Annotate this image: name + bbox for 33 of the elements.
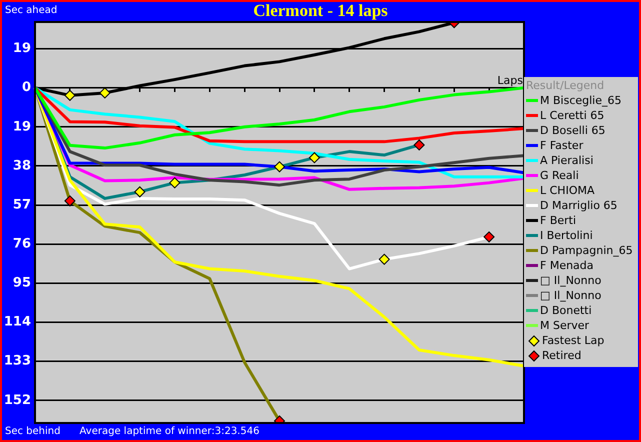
x-axis-title: Laps (497, 74, 524, 88)
legend-label: F Faster (540, 139, 584, 152)
y-tick-label: 0 (22, 80, 31, 96)
y-tick-label: 38 (12, 158, 31, 174)
legend-label: F Menada (540, 259, 594, 272)
y-tick-label: 19 (12, 41, 31, 56)
legend-label: G Reali (540, 169, 579, 182)
text: Sec behind Average laptime of winner:3:23.546 (5, 426, 260, 437)
legend-label: M Bisceglie_65 (540, 94, 622, 107)
legend-label: D Marriglio 65 (540, 199, 618, 212)
chart-title: Clermont - 14 laps (253, 1, 388, 20)
legend-label: M Server (540, 319, 590, 332)
y-tick-label: 133 (4, 354, 31, 369)
legend-label: Fastest Lap (542, 334, 604, 347)
y-tick-label: 57 (12, 197, 31, 212)
legend-label: D Boselli 65 (540, 124, 606, 137)
y-tick-label: 95 (12, 276, 31, 291)
legend-title: Result/Legend (526, 79, 606, 92)
legend-label: L CHIOMA (540, 184, 594, 197)
legend-label: Retired (542, 349, 582, 362)
y-tick-label: 114 (4, 314, 31, 330)
legend-label: I Bertolini (540, 229, 593, 242)
legend-label: A Pieralisi (540, 154, 594, 167)
legend-label: □ Il_Nonno (540, 289, 602, 302)
y-axis-title: Sec ahead (5, 5, 58, 16)
legend-label: □ Il_Nonno (540, 274, 602, 287)
legend-label: D Bonetti (540, 304, 592, 317)
legend-label: F Berti (540, 214, 576, 227)
legend-label: D Pampagnin_65 (540, 244, 633, 257)
y-tick-label: 19 (12, 119, 31, 134)
legend-label: L Ceretti 65 (540, 109, 604, 122)
y-tick-label: 152 (4, 392, 31, 408)
y-tick-label: 76 (12, 236, 31, 252)
